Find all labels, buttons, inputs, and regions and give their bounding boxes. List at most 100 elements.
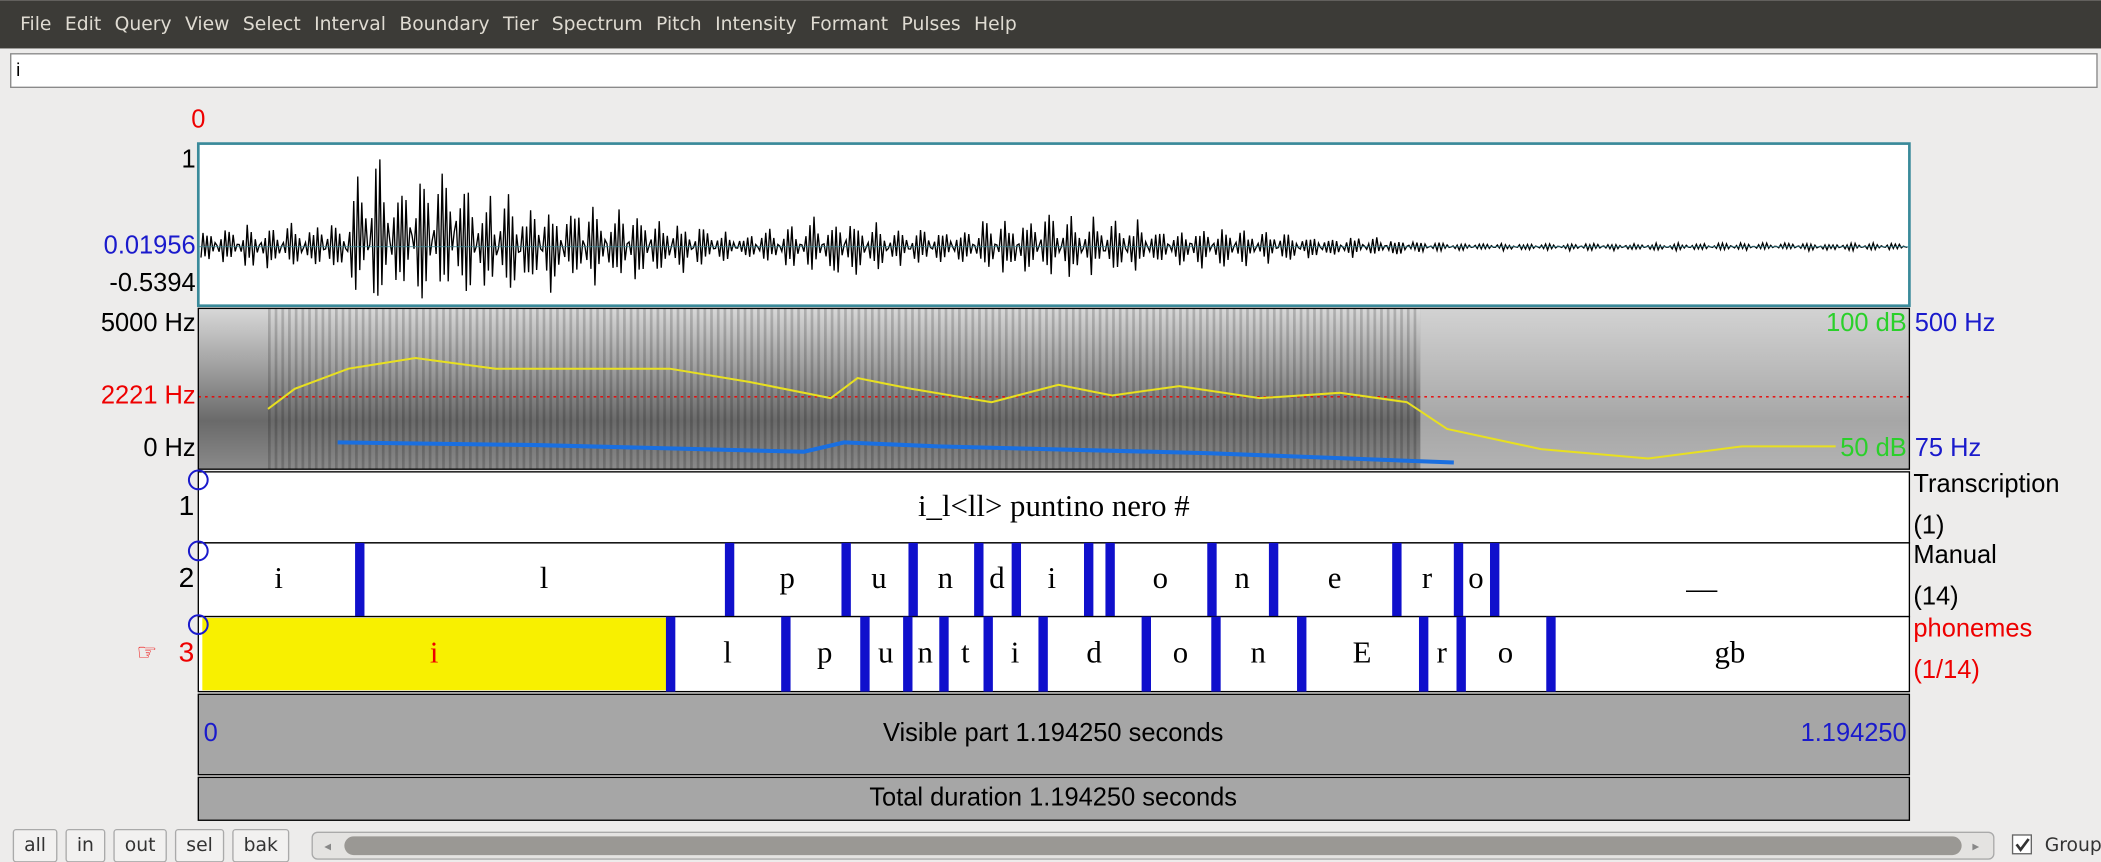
menu-item[interactable]: Edit bbox=[65, 14, 101, 35]
boundary[interactable] bbox=[1142, 617, 1151, 692]
boundary[interactable] bbox=[984, 617, 993, 692]
interval-label[interactable]: l bbox=[723, 636, 732, 670]
menu-item[interactable]: Boundary bbox=[399, 14, 489, 35]
boundary[interactable] bbox=[1084, 543, 1093, 617]
boundary[interactable] bbox=[725, 543, 734, 617]
waveform-bottom: -0.5394 bbox=[109, 269, 195, 297]
interval-label[interactable]: u bbox=[871, 561, 886, 595]
boundary[interactable] bbox=[1419, 617, 1428, 692]
boundary[interactable] bbox=[1038, 617, 1047, 692]
tier-count: (14) bbox=[1913, 583, 1958, 611]
menu-item[interactable]: Select bbox=[243, 14, 301, 35]
tier-name[interactable]: phonemes bbox=[1913, 615, 2032, 643]
interval-label[interactable]: o bbox=[1498, 636, 1513, 670]
menu-item[interactable]: Spectrum bbox=[552, 14, 643, 35]
interval-label[interactable]: d bbox=[1086, 636, 1102, 670]
boundary[interactable] bbox=[908, 543, 917, 617]
boundary[interactable] bbox=[841, 543, 850, 617]
boundary[interactable] bbox=[903, 617, 912, 692]
visible-start: 0 bbox=[204, 719, 218, 747]
interval-label[interactable]: i bbox=[1048, 561, 1057, 595]
boundary[interactable] bbox=[1456, 617, 1465, 692]
text-field[interactable] bbox=[11, 54, 2097, 87]
menu-item[interactable]: File bbox=[20, 14, 51, 35]
boundary[interactable] bbox=[781, 617, 790, 692]
interval-label[interactable]: n bbox=[938, 561, 953, 595]
group-label[interactable]: Group bbox=[2045, 835, 2101, 856]
button-label[interactable]: out bbox=[125, 835, 156, 856]
boundary[interactable] bbox=[1454, 543, 1463, 617]
boundary[interactable] bbox=[1207, 543, 1216, 617]
boundary[interactable] bbox=[974, 543, 983, 617]
interval-label[interactable]: i_l<ll> puntino nero # bbox=[918, 489, 1190, 523]
interval-label[interactable]: t bbox=[961, 636, 970, 670]
boundary[interactable] bbox=[1211, 617, 1220, 692]
scrollbar-thumb[interactable] bbox=[344, 836, 1961, 855]
time-start-label: 0 bbox=[191, 106, 205, 134]
pitch-top: 500 Hz bbox=[1915, 309, 1996, 337]
spectrogram-top: 5000 Hz bbox=[101, 309, 196, 337]
intensity-top: 100 dB bbox=[1826, 309, 1907, 337]
tier-number: 2 bbox=[179, 562, 195, 593]
total-duration: Total duration 1.194250 seconds bbox=[869, 784, 1237, 812]
group-checkbox[interactable] bbox=[2013, 835, 2032, 854]
button-label[interactable]: bak bbox=[244, 835, 278, 856]
tier-pointer: ☞ bbox=[137, 639, 157, 665]
menu-item[interactable]: Formant bbox=[810, 14, 888, 35]
interval-label[interactable]: E bbox=[1353, 636, 1372, 670]
waveform-cursor-value: 0.01956 bbox=[104, 231, 196, 259]
menu-item[interactable]: Help bbox=[974, 14, 1017, 35]
interval-label[interactable]: __ bbox=[1685, 561, 1717, 595]
interval-label[interactable]: l bbox=[540, 561, 549, 595]
boundary[interactable] bbox=[860, 617, 869, 692]
boundary[interactable] bbox=[939, 617, 948, 692]
tier-name[interactable]: Transcription bbox=[1913, 470, 2059, 498]
intensity-bottom: 50 dB bbox=[1840, 434, 1906, 462]
interval-label[interactable]: n bbox=[1250, 636, 1265, 670]
button-label[interactable]: all bbox=[24, 835, 46, 856]
tier-name[interactable]: Manual bbox=[1913, 541, 1996, 569]
menu-item[interactable]: Pulses bbox=[901, 14, 960, 35]
scroll-left[interactable]: ◂ bbox=[324, 839, 331, 854]
interval-label[interactable]: u bbox=[878, 636, 893, 670]
menu-item[interactable]: Tier bbox=[502, 14, 539, 35]
text-field-value: i bbox=[16, 59, 20, 80]
interval-label[interactable]: d bbox=[989, 561, 1005, 595]
interval-label[interactable]: e bbox=[1328, 561, 1342, 595]
interval-label[interactable]: o bbox=[1153, 561, 1168, 595]
menu-item[interactable]: View bbox=[185, 14, 230, 35]
interval-label[interactable]: i bbox=[430, 636, 439, 670]
interval-label[interactable]: i bbox=[1011, 636, 1020, 670]
praat-textgrid-editor: i i_l<ll> puntino nero # 1 Transcription (1… bbox=[0, 0, 2101, 862]
boundary[interactable] bbox=[1012, 543, 1021, 617]
boundary[interactable] bbox=[666, 617, 675, 692]
interval-label[interactable]: n bbox=[1234, 561, 1249, 595]
visible-label: Visible part 1.194250 seconds bbox=[883, 719, 1223, 747]
tier-number: 1 bbox=[179, 490, 195, 521]
boundary[interactable] bbox=[1490, 543, 1499, 617]
button-label[interactable]: sel bbox=[186, 835, 213, 856]
boundary[interactable] bbox=[1546, 617, 1555, 692]
boundary[interactable] bbox=[1105, 543, 1114, 617]
button-label[interactable]: in bbox=[77, 835, 94, 856]
spectrogram-bottom: 0 Hz bbox=[143, 434, 195, 462]
menu-item[interactable]: Intensity bbox=[715, 14, 797, 35]
boundary[interactable] bbox=[1269, 543, 1278, 617]
boundary[interactable] bbox=[355, 543, 364, 617]
scroll-right[interactable]: ▸ bbox=[1972, 839, 1979, 854]
interval-label[interactable]: i bbox=[274, 561, 283, 595]
interval-label[interactable]: n bbox=[918, 636, 933, 670]
menu-item[interactable]: Interval bbox=[314, 14, 386, 35]
boundary[interactable] bbox=[1392, 543, 1401, 617]
interval-label[interactable]: p bbox=[780, 561, 795, 595]
boundary[interactable] bbox=[1297, 617, 1306, 692]
menu-item[interactable]: Pitch bbox=[656, 14, 702, 35]
interval-label[interactable]: gb bbox=[1714, 636, 1745, 670]
menu-item[interactable]: Query bbox=[115, 14, 172, 35]
interval-label[interactable]: r bbox=[1437, 636, 1447, 670]
interval-label[interactable]: p bbox=[817, 636, 832, 670]
waveform-top: 1 bbox=[181, 146, 195, 174]
interval-label[interactable]: o bbox=[1173, 636, 1188, 670]
interval-label[interactable]: o bbox=[1468, 561, 1483, 595]
interval-label[interactable]: r bbox=[1422, 561, 1432, 595]
